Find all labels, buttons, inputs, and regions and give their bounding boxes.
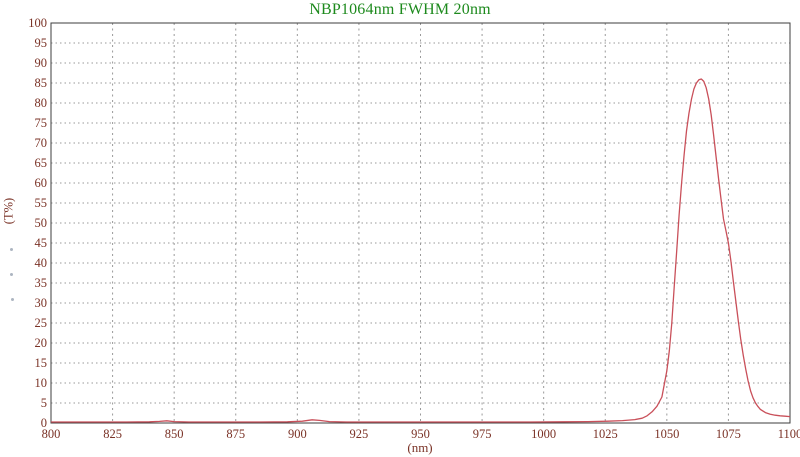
y-tick-label: 100 — [28, 16, 47, 30]
x-tick-label: 825 — [103, 427, 122, 441]
y-tick-label: 5 — [41, 396, 47, 410]
y-tick-label: 90 — [35, 56, 48, 70]
x-tick-label: 1025 — [593, 427, 618, 441]
x-tick-label: 800 — [42, 427, 61, 441]
y-tick-label: 45 — [35, 236, 48, 250]
y-tick-label: 65 — [35, 156, 48, 170]
y-tick-label: 0 — [41, 416, 47, 430]
plot-border — [50, 22, 791, 424]
y-tick-label: 30 — [35, 296, 48, 310]
x-tick-label: 1000 — [531, 427, 556, 441]
x-tick-label: 850 — [165, 427, 184, 441]
x-tick-label: 975 — [473, 427, 492, 441]
x-tick-label: 900 — [288, 427, 307, 441]
x-tick-label: 1100 — [778, 427, 800, 441]
y-tick-label: 55 — [35, 196, 48, 210]
y-tick-label: 80 — [35, 96, 48, 110]
y-tick-label: 75 — [35, 116, 48, 130]
transmission-curve — [51, 78, 791, 423]
decorative-dot — [11, 298, 14, 301]
x-tick-label: 1075 — [716, 427, 741, 441]
y-tick-label: 10 — [35, 376, 48, 390]
y-tick-label: 85 — [35, 76, 48, 90]
x-axis-label: (nm) — [407, 440, 433, 455]
y-tick-label: 15 — [35, 356, 48, 370]
decorative-dot — [10, 248, 13, 251]
y-tick-label: 40 — [35, 256, 48, 270]
x-tick-label: 925 — [350, 427, 369, 441]
y-tick-label: 20 — [35, 336, 48, 350]
y-tick-label: 60 — [35, 176, 48, 190]
chart-title: NBP1064nm FWHM 20nm — [309, 1, 491, 18]
y-axis-label: (T%) — [1, 197, 16, 225]
x-tick-label: 950 — [411, 427, 430, 441]
y-tick-label: 50 — [35, 216, 48, 230]
y-tick-label: 95 — [35, 36, 48, 50]
decorative-dot — [10, 273, 13, 276]
x-tick-label: 1050 — [654, 427, 679, 441]
y-tick-label: 70 — [35, 136, 48, 150]
y-tick-label: 35 — [35, 276, 48, 290]
y-tick-label: 25 — [35, 316, 48, 330]
x-tick-label: 875 — [226, 427, 245, 441]
